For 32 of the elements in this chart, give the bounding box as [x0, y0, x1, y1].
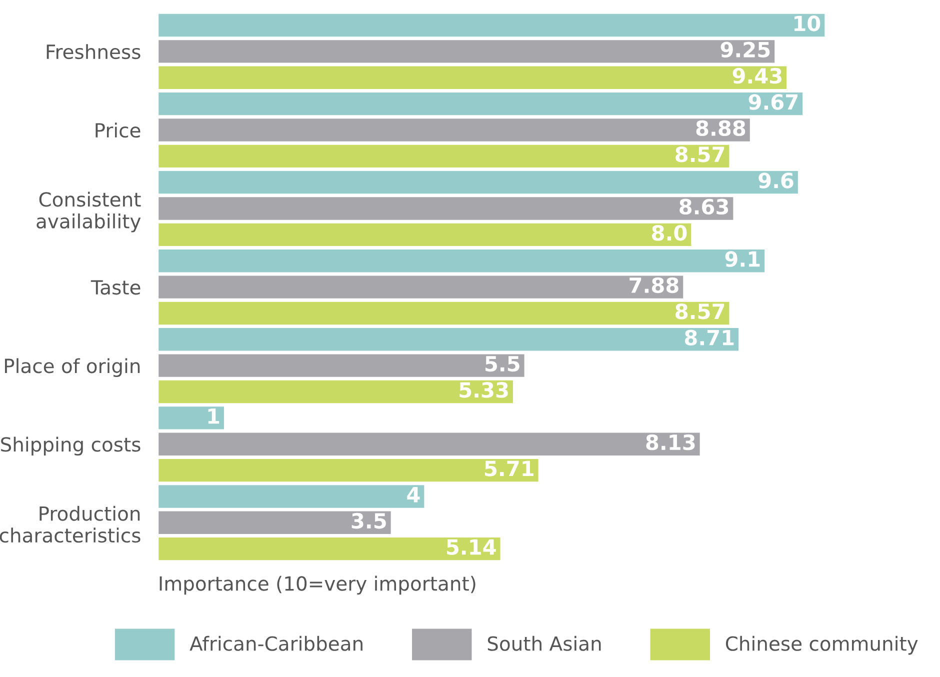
data-label: 4: [407, 487, 420, 502]
data-label: 7.88: [630, 277, 678, 294]
x-axis-title: Importance (10=very important): [160, 576, 476, 595]
legend-label: South Asian: [488, 636, 601, 651]
data-label: 9.6: [758, 172, 794, 188]
data-label: 10: [794, 16, 820, 32]
y-tick-label: Taste: [90, 280, 140, 295]
data-label: 5.14: [447, 539, 496, 555]
data-label: 3.5: [352, 512, 386, 529]
y-tick-label: Shipping costs: [1, 436, 140, 456]
data-label: 8.71: [684, 330, 734, 346]
data-label: 5.5: [486, 356, 520, 372]
data-label: 9.25: [720, 42, 770, 58]
y-tick-label: Freshness: [46, 44, 140, 60]
data-label: 5.33: [460, 382, 508, 398]
legend-label: Chinese community: [726, 636, 918, 655]
data-label: 8.0: [652, 224, 687, 241]
y-tick-label: Place of origin: [5, 358, 140, 378]
data-label: 8.63: [680, 198, 728, 215]
data-label: 8.13: [646, 434, 695, 450]
legend-label: African-Caribbean: [190, 636, 362, 651]
data-label: 9.67: [748, 94, 798, 110]
y-tick-label: Consistent availability: [36, 192, 141, 232]
data-label: 8.88: [696, 120, 746, 136]
data-label: 1: [208, 408, 220, 424]
data-label: 9.1: [725, 251, 760, 267]
data-label: 9.43: [732, 68, 782, 84]
y-tick-label: Price: [96, 122, 140, 138]
data-label: 5.71: [485, 460, 534, 476]
data-label: 8.57: [676, 146, 724, 162]
y-tick-label: Production characteristics: [0, 506, 140, 543]
data-label: 8.57: [676, 304, 724, 320]
